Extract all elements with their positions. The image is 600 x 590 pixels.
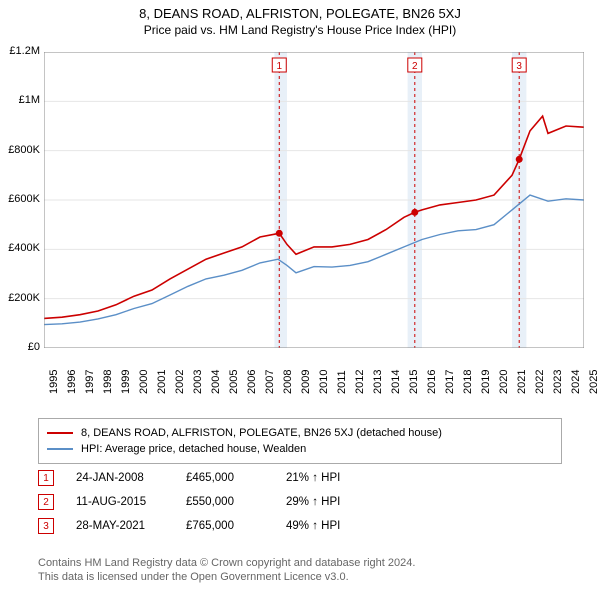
svg-text:1: 1 (276, 61, 282, 72)
x-tick-label: 2013 (372, 370, 388, 394)
event-row: 2 11-AUG-2015£550,00029% ↑ HPI (38, 490, 406, 514)
x-tick-label: 2010 (318, 370, 334, 394)
x-tick-label: 2014 (390, 370, 406, 394)
legend-swatch (47, 448, 73, 450)
event-price: £550,000 (186, 496, 286, 508)
x-tick-label: 2024 (570, 370, 586, 394)
x-tick-label: 2015 (408, 370, 424, 394)
y-tick-label: £600K (4, 193, 40, 205)
x-tick-label: 2003 (192, 370, 208, 394)
x-tick-label: 2016 (426, 370, 442, 394)
legend-label: HPI: Average price, detached house, Weal… (81, 441, 306, 457)
x-tick-label: 2017 (444, 370, 460, 394)
y-tick-label: £400K (4, 242, 40, 254)
x-tick-label: 2011 (336, 370, 352, 394)
chart-plot-area: 1 2 3 (44, 52, 584, 348)
event-row: 1 24-JAN-2008£465,00021% ↑ HPI (38, 466, 406, 490)
legend-item: HPI: Average price, detached house, Weal… (47, 441, 553, 457)
event-pct: 21% ↑ HPI (286, 472, 406, 484)
event-table: 1 24-JAN-2008£465,00021% ↑ HPI 2 11-AUG-201… (38, 466, 406, 538)
x-tick-label: 2012 (354, 370, 370, 394)
event-date: 24-JAN-2008 (76, 472, 186, 484)
legend-label: 8, DEANS ROAD, ALFRISTON, POLEGATE, BN26… (81, 425, 442, 441)
footer-line1: Contains HM Land Registry data © Crown c… (38, 556, 415, 570)
x-tick-label: 1999 (120, 370, 136, 394)
x-tick-label: 2025 (588, 370, 600, 394)
svg-text:2: 2 (412, 61, 418, 72)
x-axis-labels: 1995199619971998199920002001200220032004… (44, 350, 584, 410)
y-tick-label: £1.2M (4, 45, 40, 57)
chart-legend: 8, DEANS ROAD, ALFRISTON, POLEGATE, BN26… (38, 418, 562, 464)
x-tick-label: 2008 (282, 370, 298, 394)
y-tick-label: £800K (4, 144, 40, 156)
x-tick-label: 2020 (498, 370, 514, 394)
x-tick-label: 1998 (102, 370, 118, 394)
x-tick-label: 2000 (138, 370, 154, 394)
x-tick-label: 2006 (246, 370, 262, 394)
x-tick-label: 2022 (534, 370, 550, 394)
x-tick-label: 2005 (228, 370, 244, 394)
event-pct: 29% ↑ HPI (286, 496, 406, 508)
y-tick-label: £1M (4, 94, 40, 106)
event-date: 11-AUG-2015 (76, 496, 186, 508)
y-tick-label: £200K (4, 292, 40, 304)
svg-text:3: 3 (516, 61, 522, 72)
event-marker-num: 3 (38, 518, 54, 534)
x-tick-label: 2021 (516, 370, 532, 394)
event-marker-num: 2 (38, 494, 54, 510)
event-marker-num: 1 (38, 470, 54, 486)
x-tick-label: 1997 (84, 370, 100, 394)
x-tick-label: 2007 (264, 370, 280, 394)
x-tick-label: 1995 (48, 370, 64, 394)
x-tick-label: 2023 (552, 370, 568, 394)
footer-line2: This data is licensed under the Open Gov… (38, 570, 415, 584)
x-tick-label: 2018 (462, 370, 478, 394)
event-date: 28-MAY-2021 (76, 520, 186, 532)
chart-title: 8, DEANS ROAD, ALFRISTON, POLEGATE, BN26… (0, 6, 600, 21)
y-tick-label: £0 (4, 341, 40, 353)
event-price: £465,000 (186, 472, 286, 484)
x-tick-label: 2004 (210, 370, 226, 394)
x-tick-label: 1996 (66, 370, 82, 394)
footer-attribution: Contains HM Land Registry data © Crown c… (38, 556, 415, 584)
x-tick-label: 2009 (300, 370, 316, 394)
x-tick-label: 2019 (480, 370, 496, 394)
event-price: £765,000 (186, 520, 286, 532)
chart-subtitle: Price paid vs. HM Land Registry's House … (0, 23, 600, 37)
legend-swatch (47, 432, 73, 434)
x-tick-label: 2002 (174, 370, 190, 394)
legend-item: 8, DEANS ROAD, ALFRISTON, POLEGATE, BN26… (47, 425, 553, 441)
x-tick-label: 2001 (156, 370, 172, 394)
event-row: 3 28-MAY-2021£765,00049% ↑ HPI (38, 514, 406, 538)
event-pct: 49% ↑ HPI (286, 520, 406, 532)
